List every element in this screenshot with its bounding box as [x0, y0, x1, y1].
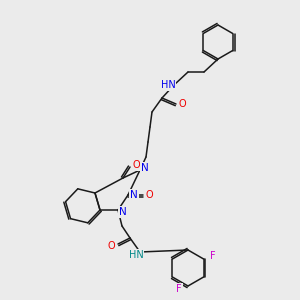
Text: N: N — [141, 163, 149, 173]
Text: O: O — [132, 160, 140, 170]
Text: N: N — [130, 190, 138, 200]
Text: F: F — [210, 251, 215, 261]
Text: N: N — [141, 163, 149, 173]
Text: F: F — [176, 284, 182, 294]
Text: O: O — [107, 241, 115, 251]
Text: O: O — [178, 99, 186, 109]
Text: O: O — [145, 190, 153, 200]
Text: N: N — [119, 207, 127, 217]
Text: N: N — [141, 163, 149, 173]
Text: HN: HN — [129, 250, 143, 260]
Text: N: N — [119, 207, 127, 217]
Text: HN: HN — [160, 80, 175, 90]
